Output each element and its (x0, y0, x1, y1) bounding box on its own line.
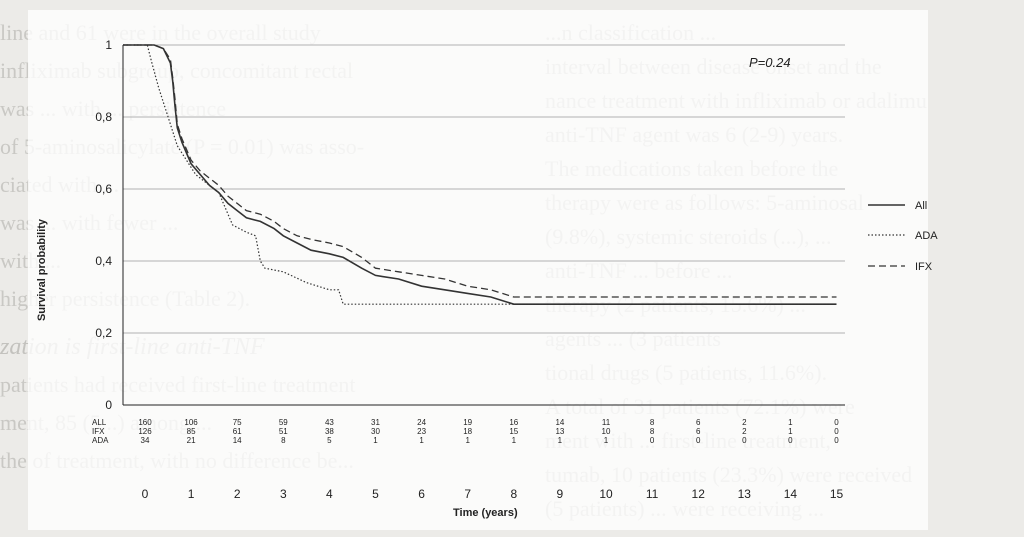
risk-value: 31 (371, 418, 380, 427)
risk-value: 5 (327, 436, 332, 445)
risk-value: 34 (141, 436, 150, 445)
risk-value: 0 (834, 418, 839, 427)
chart-panel-backdrop (28, 10, 928, 530)
risk-value: 23 (417, 427, 426, 436)
risk-value: 85 (187, 427, 196, 436)
x-tick-label: 13 (738, 487, 752, 501)
y-tick-label: 0,8 (95, 110, 112, 124)
risk-value: 11 (602, 418, 611, 427)
risk-value: 1 (788, 427, 793, 436)
risk-value: 16 (509, 418, 518, 427)
grid-lines (123, 44, 845, 334)
y-axis-label: Survival probability (36, 218, 48, 321)
curve-ada (123, 44, 837, 305)
risk-value: 24 (417, 418, 426, 427)
risk-value: 160 (138, 418, 152, 427)
y-tick-label: 0 (105, 398, 112, 412)
risk-value: 1 (558, 436, 563, 445)
risk-value: 61 (233, 427, 242, 436)
x-tick-labels: 0 1 2 3 4 5 6 7 8 9 10 11 12 13 14 15 (142, 487, 844, 501)
risk-value: 13 (555, 427, 564, 436)
x-tick-label: 10 (599, 487, 613, 501)
risk-value: 2 (742, 418, 747, 427)
legend-label-ifx: IFX (915, 261, 933, 273)
risk-row-label: IFX (92, 427, 105, 436)
risk-value: 14 (555, 418, 564, 427)
risk-value: 0 (650, 436, 655, 445)
risk-value: 1 (465, 436, 470, 445)
risk-value: 8 (281, 436, 286, 445)
survival-curves (123, 44, 837, 306)
risk-value: 126 (138, 427, 152, 436)
legend-label-all: All (915, 200, 927, 212)
x-axis-label: Time (years) (453, 507, 518, 519)
risk-value: 1 (373, 436, 378, 445)
y-tick-label: 0,4 (95, 254, 112, 268)
curve-ifx (123, 44, 837, 298)
x-tick-label: 4 (326, 487, 333, 501)
x-tick-label: 12 (692, 487, 706, 501)
risk-value: 43 (325, 418, 334, 427)
x-tick-label: 11 (646, 487, 659, 501)
x-tick-label: 1 (188, 487, 195, 501)
legend-label-ada: ADA (915, 230, 938, 242)
risk-value: 0 (788, 436, 793, 445)
risk-value: 8 (650, 427, 655, 436)
risk-value: 38 (325, 427, 334, 436)
y-tick-label: 0,2 (95, 326, 112, 340)
risk-value: 21 (187, 436, 196, 445)
risk-value: 6 (696, 418, 701, 427)
risk-value: 19 (463, 418, 472, 427)
risk-value: 59 (279, 418, 288, 427)
y-tick-label: 1 (105, 38, 112, 52)
y-tick-labels: 0 0,2 0,4 0,6 0,8 1 (95, 38, 112, 412)
x-tick-label: 14 (784, 487, 798, 501)
risk-value: 0 (834, 427, 839, 436)
risk-value: 18 (463, 427, 472, 436)
x-tick-label: 6 (418, 487, 425, 501)
risk-value: 1 (788, 418, 793, 427)
curve-all (123, 44, 837, 306)
legend: All ADA IFX (868, 200, 938, 273)
risk-value: 2 (742, 427, 747, 436)
x-tick-label: 9 (557, 487, 564, 501)
risk-value: 1 (419, 436, 424, 445)
risk-row-label: ALL (92, 418, 107, 427)
risk-value: 14 (233, 436, 242, 445)
risk-value: 6 (696, 427, 701, 436)
risk-value: 15 (509, 427, 518, 436)
risk-value: 30 (371, 427, 380, 436)
x-tick-label: 8 (510, 487, 517, 501)
x-tick-label: 7 (464, 487, 471, 501)
risk-value: 51 (279, 427, 288, 436)
risk-value: 10 (602, 427, 611, 436)
risk-value: 1 (604, 436, 609, 445)
x-tick-label: 3 (280, 487, 287, 501)
x-tick-label: 15 (830, 487, 844, 501)
x-tick-label: 0 (142, 487, 149, 501)
risk-row-label: ADA (92, 436, 109, 445)
x-tick-label: 2 (234, 487, 241, 501)
x-tick-label: 5 (372, 487, 379, 501)
risk-value: 75 (233, 418, 242, 427)
p-value-annotation: P=0.24 (749, 55, 791, 70)
risk-value: 1 (512, 436, 517, 445)
risk-value: 0 (834, 436, 839, 445)
risk-value: 8 (650, 418, 655, 427)
y-tick-label: 0,6 (95, 182, 112, 196)
risk-value: 106 (184, 418, 198, 427)
risk-value: 0 (742, 436, 747, 445)
risk-value: 0 (696, 436, 701, 445)
